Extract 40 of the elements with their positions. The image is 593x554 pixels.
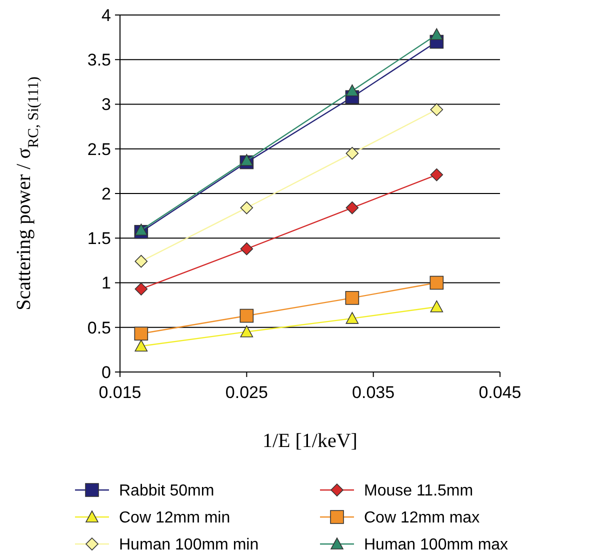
- x-axis-title: 1/E [1/keV]: [262, 430, 358, 452]
- x-tick-label: 0.045: [478, 383, 522, 402]
- point: [346, 84, 359, 96]
- y-tick-label: 1: [102, 274, 111, 293]
- y-tick-label: 3: [102, 95, 111, 114]
- point: [240, 325, 254, 338]
- y-tick-label: 4: [102, 6, 111, 25]
- point: [134, 254, 148, 268]
- y-tick-label: 0.5: [87, 318, 111, 338]
- point: [240, 154, 254, 166]
- x-tick-label: 0.035: [352, 383, 395, 402]
- legend-label: Rabbit 50mm: [119, 482, 214, 500]
- y-tick-label: 3.5: [87, 50, 111, 70]
- point: [134, 224, 148, 236]
- legend-label: Cow 12mm min: [119, 510, 230, 527]
- x-tick-label: 0.025: [225, 383, 268, 402]
- legend-label: Cow 12mm max: [364, 510, 480, 527]
- point: [346, 312, 359, 324]
- point: [240, 242, 254, 256]
- legend-label: Mouse 11.5mm: [364, 482, 474, 500]
- y-tick-label: 0: [102, 362, 111, 382]
- point: [240, 308, 254, 323]
- point: [346, 146, 359, 160]
- legend-label: Human 100mm min: [119, 536, 259, 554]
- y-tick-label: 2: [102, 184, 111, 204]
- point: [430, 168, 444, 182]
- point: [430, 28, 444, 40]
- point: [346, 201, 359, 214]
- point: [134, 326, 148, 341]
- point: [240, 201, 254, 214]
- point: [134, 282, 148, 296]
- x-tick-label: 0.015: [98, 383, 142, 402]
- point: [134, 340, 148, 352]
- point: [430, 300, 444, 312]
- point: [345, 291, 360, 305]
- legend-label: Human 100mm max: [364, 536, 508, 554]
- y-tick-label: 2.5: [87, 140, 111, 159]
- point: [430, 276, 444, 290]
- point: [430, 103, 444, 116]
- y-tick-label: 1.5: [87, 229, 111, 248]
